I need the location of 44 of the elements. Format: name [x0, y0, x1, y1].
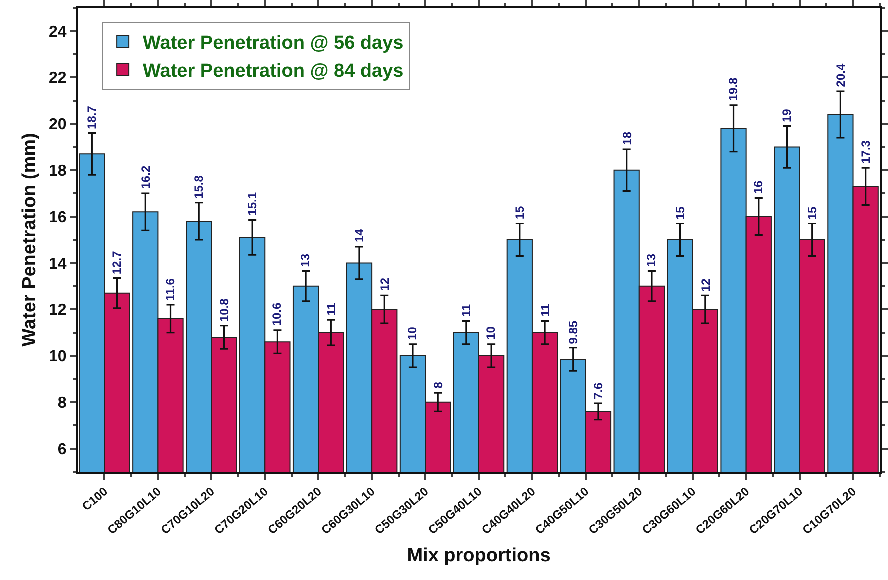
data-label: 15	[806, 206, 820, 220]
data-label: 17.3	[858, 140, 873, 164]
y-tick-label: 18	[49, 163, 67, 180]
data-label: 15	[513, 206, 528, 220]
data-label: 18.7	[84, 106, 99, 130]
data-label: 20.4	[834, 64, 848, 88]
data-label: 12	[378, 278, 392, 292]
y-tick-label: 16	[49, 209, 67, 226]
data-label: 16	[752, 180, 766, 194]
data-label: 14	[352, 228, 367, 242]
data-label: 10.6	[270, 302, 284, 326]
legend-label: Water Penetration @ 56 days	[143, 33, 404, 54]
data-label: 12	[698, 278, 713, 292]
data-label: 11	[324, 302, 339, 316]
legend-label: Water Penetration @ 84 days	[143, 60, 404, 82]
data-label: 19.8	[726, 78, 740, 102]
data-label: 11	[538, 304, 552, 317]
data-label: 18	[620, 132, 634, 146]
data-label: 9.85	[566, 320, 580, 344]
y-axis-title: Water Penetration (mm)	[19, 133, 40, 347]
y-tick-label: 10	[49, 348, 67, 366]
y-tick-label: 24	[49, 24, 67, 41]
data-label: 10.8	[217, 298, 232, 322]
data-label: 13	[298, 254, 313, 268]
data-label: 10	[406, 326, 420, 340]
data-label: 15.1	[245, 192, 260, 216]
data-label: 15	[674, 206, 688, 220]
x-axis-title: Mix proportions	[407, 546, 551, 567]
data-label: 11.6	[163, 278, 178, 302]
data-label: 13	[644, 254, 659, 268]
y-tick-label: 14	[49, 256, 67, 273]
y-tick-label: 6	[58, 441, 67, 458]
data-label: 10	[484, 326, 498, 340]
data-label: 15.8	[192, 175, 206, 199]
y-tick-label: 12	[49, 302, 67, 320]
data-label: 11	[460, 304, 474, 318]
data-label: 12.7	[110, 250, 124, 275]
data-label: 16.2	[139, 166, 154, 190]
y-tick-label: 20	[49, 116, 67, 134]
data-label: 7.6	[591, 382, 606, 400]
data-label: 19	[780, 108, 794, 123]
data-label: 8	[431, 382, 446, 389]
y-tick-label: 8	[58, 395, 67, 412]
y-tick-label: 22	[49, 70, 67, 88]
